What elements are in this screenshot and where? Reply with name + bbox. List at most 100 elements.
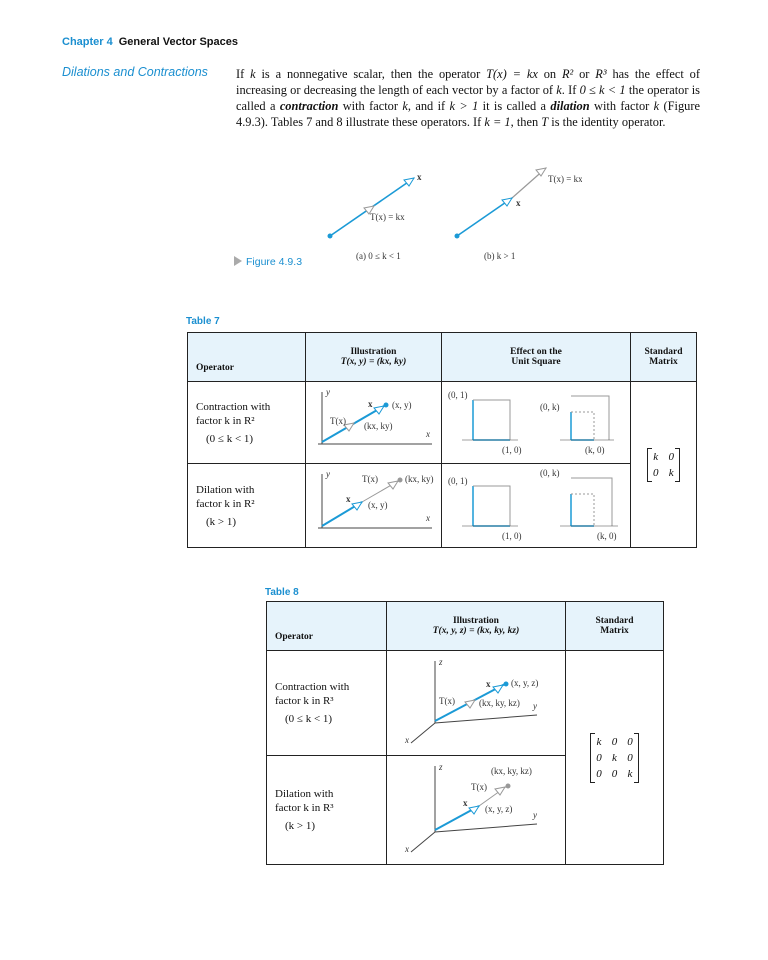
matrix-entry: k (653, 450, 659, 463)
text-run: k (556, 83, 562, 97)
matrix-entry: 0 (668, 450, 675, 463)
label: y (532, 701, 537, 711)
figure-label: Figure 4.9.3 (234, 256, 302, 268)
text-run: 0 ≤ k < 1 (579, 83, 626, 97)
text-run: is the identity operator. (548, 115, 666, 129)
text-run: , then (510, 115, 542, 129)
header-cell: Illustration T(x, y, z) = (kx, ky, kz) (386, 601, 566, 651)
text-run: . If (561, 83, 580, 97)
label: x (417, 172, 422, 182)
text-run: is a nonnegative scalar, then the operat… (255, 67, 487, 81)
text-run: k (402, 99, 408, 113)
text-run: (Figure 4.9.3). Tables 7 and 8 illustrat… (236, 99, 700, 129)
matrix-entry: 0 (611, 735, 618, 748)
illustration: z y x x (x, y, z) T(x) (kx, ky, kz) (404, 762, 538, 854)
cell: Contraction with factor k in R³ (0 ≤ k < 1… (266, 650, 387, 756)
text-run: , and if (407, 99, 450, 113)
cell: (0, 1) (1, 0) (0, k) (k, 0) (441, 463, 631, 548)
label: (x, y) (392, 400, 412, 410)
label: (kx, ky, kz) (479, 698, 520, 708)
label: y (325, 469, 330, 479)
figure: x T(x) = kx (a) 0 ≤ k < 1 x T(x) = kx (b… (327, 167, 582, 261)
label: x (516, 198, 521, 208)
text-run: with factor (338, 99, 403, 113)
matrix-entry: 0 (596, 767, 602, 780)
text: (k > 1) (206, 515, 237, 528)
text: T(x, y) = (kx, ky) (340, 357, 407, 367)
table: Operator Illustration T(x, y) = (kx, ky) … (187, 332, 697, 548)
text-run: dilation (550, 99, 590, 113)
cell: z y x x (x, y, z) T(x) (kx, ky, kz) (386, 650, 566, 756)
text-run: on (537, 67, 562, 81)
text: factor k in R³ (275, 695, 334, 707)
label: T(x) (471, 782, 487, 792)
label: (x, y) (368, 500, 388, 510)
label: x (404, 735, 409, 745)
label: y (532, 810, 537, 820)
text-run: it is called a (478, 99, 551, 113)
label: T(x) = kx (370, 212, 405, 222)
table: Operator Illustration T(x, y, z) = (kx, k… (266, 601, 664, 865)
label: x (368, 399, 373, 409)
cell: y x x (x, y) T(x) (kx, ky) (305, 463, 442, 548)
text: Illustration (350, 347, 397, 357)
label: T(x) = kx (548, 174, 582, 184)
illustration: z y x x (x, y, z) T(x) (kx, ky, kz) (404, 657, 538, 745)
text-run: If (236, 67, 251, 81)
matrix-entry: k (612, 751, 617, 764)
label: (0, 1) (448, 390, 468, 400)
text: T(x, y, z) = (kx, ky, kz) (432, 626, 520, 636)
text-run: the operator is called a (236, 83, 700, 113)
text-run: has the effect of increasing or decreasi… (236, 67, 700, 97)
label: (1, 0) (502, 445, 522, 455)
header-cell: Operator (266, 601, 387, 651)
matrix-entry: 0 (653, 466, 659, 479)
matrix-entry: 0 (627, 735, 633, 748)
label: T(x) (439, 696, 455, 706)
text-run: R³ (595, 67, 607, 81)
header-title: General Vector Spaces (118, 36, 238, 48)
paragraph: If k is a nonnegative scalar, then the o… (236, 66, 700, 130)
label: (k, 0) (585, 445, 605, 455)
cell: Contraction with factor k in R² (0 ≤ k < 1… (187, 381, 306, 464)
text: Matrix (649, 357, 678, 367)
label: (x, y, z) (485, 804, 512, 814)
text: Dilation with (275, 788, 334, 800)
cell: y x x (x, y) T(x) (kx, ky) (305, 381, 442, 464)
caption: (b) k > 1 (484, 251, 515, 261)
page-header: Chapter 4 General Vector Spaces (62, 36, 238, 48)
label: z (438, 657, 443, 667)
label: (0, 1) (448, 476, 468, 486)
matrix-entry: k (668, 466, 674, 479)
label: z (438, 762, 443, 772)
table-label: Table 7 (186, 316, 220, 327)
unit-square: (0, 1) (1, 0) (0, k) (k, 0) (448, 468, 618, 541)
label: T(x) (330, 416, 346, 426)
header-cell: Operator (187, 332, 306, 382)
text-run: T (541, 115, 549, 129)
section-title: Dilations and Contractions (62, 65, 208, 79)
text-run: R² (561, 67, 574, 81)
text-run: with factor (589, 99, 654, 113)
text: (k > 1) (285, 820, 316, 832)
header-cell: Standard Matrix (630, 332, 697, 382)
text: factor k in R² (196, 497, 255, 510)
text: Standard (595, 616, 634, 626)
label: x (463, 798, 468, 808)
text-run: k (653, 99, 660, 113)
text: Effect on the (510, 347, 562, 357)
cell: (0, 1) (1, 0) (0, k) (k, 0) (441, 381, 631, 464)
label: x (425, 429, 430, 439)
text-run: k = 1 (484, 115, 511, 129)
text: Contraction with (196, 400, 271, 413)
matrix-entry: k (627, 767, 633, 780)
text: Unit Square (511, 357, 561, 367)
matrix-entry: 0 (611, 767, 618, 780)
text: Illustration (453, 616, 499, 626)
matrix-entry: 0 (627, 751, 633, 764)
label: (0, k) (540, 468, 560, 478)
text: Standard (644, 347, 683, 357)
